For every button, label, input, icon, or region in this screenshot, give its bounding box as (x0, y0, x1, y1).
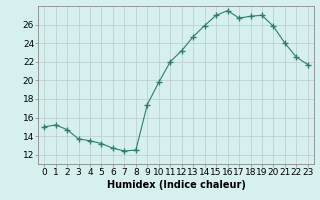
X-axis label: Humidex (Indice chaleur): Humidex (Indice chaleur) (107, 180, 245, 190)
